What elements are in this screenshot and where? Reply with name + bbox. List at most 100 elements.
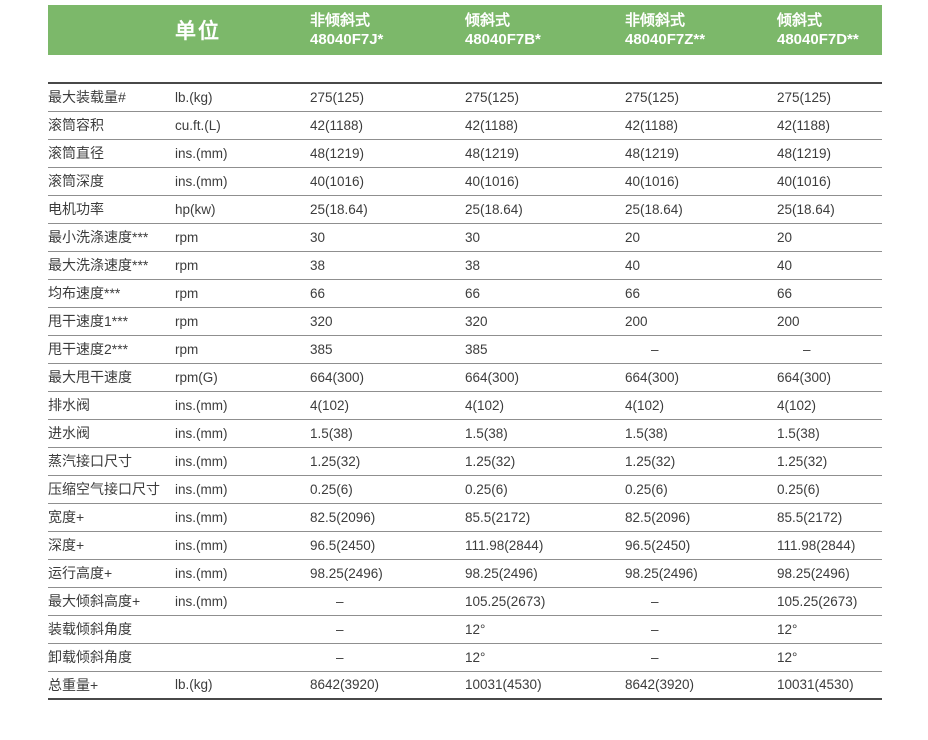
cell-value: 0.25(6) <box>625 475 777 504</box>
cell-value: 20 <box>625 223 777 252</box>
row-label: 宽度+ <box>48 503 175 532</box>
row-unit: rpm <box>175 251 310 280</box>
table-row: 最大装载量# lb.(kg) 275(125) 275(125) 275(125) 275… <box>48 83 882 112</box>
row-label: 甩干速度2*** <box>48 335 175 364</box>
row-label: 甩干速度1*** <box>48 307 175 336</box>
cell-value: 82.5(2096) <box>625 503 777 532</box>
row-unit: rpm(G) <box>175 363 310 392</box>
cell-value: 664(300) <box>465 363 625 392</box>
column-model-label: 48040F7B* <box>465 31 541 48</box>
cell-value: 82.5(2096) <box>310 503 465 532</box>
cell-value: 1.25(32) <box>625 447 777 476</box>
table-row: 蒸汽接口尺寸 ins.(mm) 1.25(32) 1.25(32) 1.25(32) 1.… <box>48 447 882 476</box>
cell-value: 25(18.64) <box>465 195 625 224</box>
table-row: 甩干速度1*** rpm 320 320 200 200 <box>48 307 882 336</box>
cell-value: 10031(4530) <box>777 671 882 700</box>
cell-value: 25(18.64) <box>777 195 882 224</box>
cell-value: 385 <box>465 335 625 364</box>
cell-value: 38 <box>465 251 625 280</box>
cell-value: 10031(4530) <box>465 671 625 700</box>
row-label: 滚筒深度 <box>48 167 175 196</box>
cell-value: 42(1188) <box>777 111 882 140</box>
row-label: 最大甩干速度 <box>48 363 175 392</box>
row-label: 排水阀 <box>48 391 175 420</box>
cell-value: 12° <box>465 643 625 672</box>
table-row: 压缩空气接口尺寸 ins.(mm) 0.25(6) 0.25(6) 0.25(6) 0.2… <box>48 475 882 504</box>
cell-value: 200 <box>625 307 777 336</box>
row-label: 滚筒容积 <box>48 111 175 140</box>
cell-value: 98.25(2496) <box>465 559 625 588</box>
column-type-label: 非倾斜式 <box>310 12 371 29</box>
table-row: 最大倾斜高度+ ins.(mm) –105.25(2673) –105.25(2673… <box>48 587 882 616</box>
cell-value: – <box>310 587 465 616</box>
column-type-label: 倾斜式 <box>777 12 823 29</box>
row-unit: ins.(mm) <box>175 447 310 476</box>
table-row: 最小洗涤速度*** rpm 30 30 20 20 <box>48 223 882 252</box>
cell-value: 42(1188) <box>625 111 777 140</box>
header-col-48040F7B: 倾斜式 48040F7B* <box>465 11 625 49</box>
cell-value: 25(18.64) <box>310 195 465 224</box>
table-row: 滚筒直径 ins.(mm) 48(1219) 48(1219) 48(1219) 48(1… <box>48 139 882 168</box>
cell-value: 8642(3920) <box>310 671 465 700</box>
header-unit-cell: 单位 <box>175 15 310 45</box>
row-label: 最大倾斜高度+ <box>48 587 175 616</box>
cell-value: 1.25(32) <box>465 447 625 476</box>
table-row: 深度+ ins.(mm) 96.5(2450) 111.98(2844) 96.5(24… <box>48 531 882 560</box>
cell-value: 275(125) <box>310 83 465 112</box>
cell-value: 1.5(38) <box>625 419 777 448</box>
row-label: 均布速度*** <box>48 279 175 308</box>
row-unit <box>175 643 310 672</box>
cell-value: 0.25(6) <box>310 475 465 504</box>
header-col-48040F7Z: 非倾斜式 48040F7Z** <box>625 11 777 49</box>
cell-value: 4(102) <box>625 391 777 420</box>
cell-value: 0.25(6) <box>777 475 882 504</box>
row-label: 进水阀 <box>48 419 175 448</box>
table-row: 电机功率 hp(kw) 25(18.64) 25(18.64) 25(18.64) 25(… <box>48 195 882 224</box>
cell-value: 48(1219) <box>465 139 625 168</box>
cell-value: 320 <box>310 307 465 336</box>
cell-value: 66 <box>625 279 777 308</box>
row-label: 运行高度+ <box>48 559 175 588</box>
row-unit: ins.(mm) <box>175 559 310 588</box>
cell-value: – <box>777 335 882 364</box>
row-unit: ins.(mm) <box>175 419 310 448</box>
cell-value: – <box>310 643 465 672</box>
table-row: 总重量+ lb.(kg) 8642(3920) 10031(4530) 8642(392… <box>48 671 882 700</box>
cell-value: 42(1188) <box>310 111 465 140</box>
table-row: 卸载倾斜角度 –12° –12° <box>48 643 882 672</box>
table-row: 装载倾斜角度 –12° –12° <box>48 615 882 644</box>
cell-value: 25(18.64) <box>625 195 777 224</box>
cell-value: – <box>625 615 777 644</box>
table-header: 单位 非倾斜式 48040F7J* 倾斜式 48040F7B* 非倾斜式 480… <box>48 5 882 55</box>
table-row: 进水阀 ins.(mm) 1.5(38) 1.5(38) 1.5(38) 1.5(38) <box>48 419 882 448</box>
cell-value: – <box>310 615 465 644</box>
cell-value: 30 <box>310 223 465 252</box>
cell-value: 1.25(32) <box>777 447 882 476</box>
spec-sheet: 单位 非倾斜式 48040F7J* 倾斜式 48040F7B* 非倾斜式 480… <box>48 5 882 700</box>
header-col-48040F7D: 倾斜式 48040F7D** <box>777 11 882 49</box>
cell-value: 30 <box>465 223 625 252</box>
row-unit: ins.(mm) <box>175 167 310 196</box>
table-row: 宽度+ ins.(mm) 82.5(2096) 85.5(2172) 82.5(2096… <box>48 503 882 532</box>
row-label: 压缩空气接口尺寸 <box>48 475 175 504</box>
table-row: 滚筒容积 cu.ft.(L) 42(1188) 42(1188) 42(1188) 42(… <box>48 111 882 140</box>
cell-value: 98.25(2496) <box>777 559 882 588</box>
row-unit: ins.(mm) <box>175 531 310 560</box>
cell-value: 66 <box>777 279 882 308</box>
row-unit: ins.(mm) <box>175 139 310 168</box>
table-row: 滚筒深度 ins.(mm) 40(1016) 40(1016) 40(1016) 40(1… <box>48 167 882 196</box>
cell-value: 98.25(2496) <box>625 559 777 588</box>
cell-value: 48(1219) <box>625 139 777 168</box>
cell-value: 96.5(2450) <box>310 531 465 560</box>
column-model-label: 48040F7D** <box>777 31 859 48</box>
cell-value: 111.98(2844) <box>777 531 882 560</box>
table-row: 最大洗涤速度*** rpm 38 38 40 40 <box>48 251 882 280</box>
row-unit: lb.(kg) <box>175 83 310 112</box>
cell-value: 1.5(38) <box>465 419 625 448</box>
row-unit: rpm <box>175 279 310 308</box>
cell-value: 4(102) <box>310 391 465 420</box>
cell-value: 105.25(2673) <box>465 587 625 616</box>
row-unit <box>175 615 310 644</box>
spec-table: 最大装载量# lb.(kg) 275(125) 275(125) 275(125) 275… <box>48 82 882 700</box>
column-type-label: 倾斜式 <box>465 12 511 29</box>
